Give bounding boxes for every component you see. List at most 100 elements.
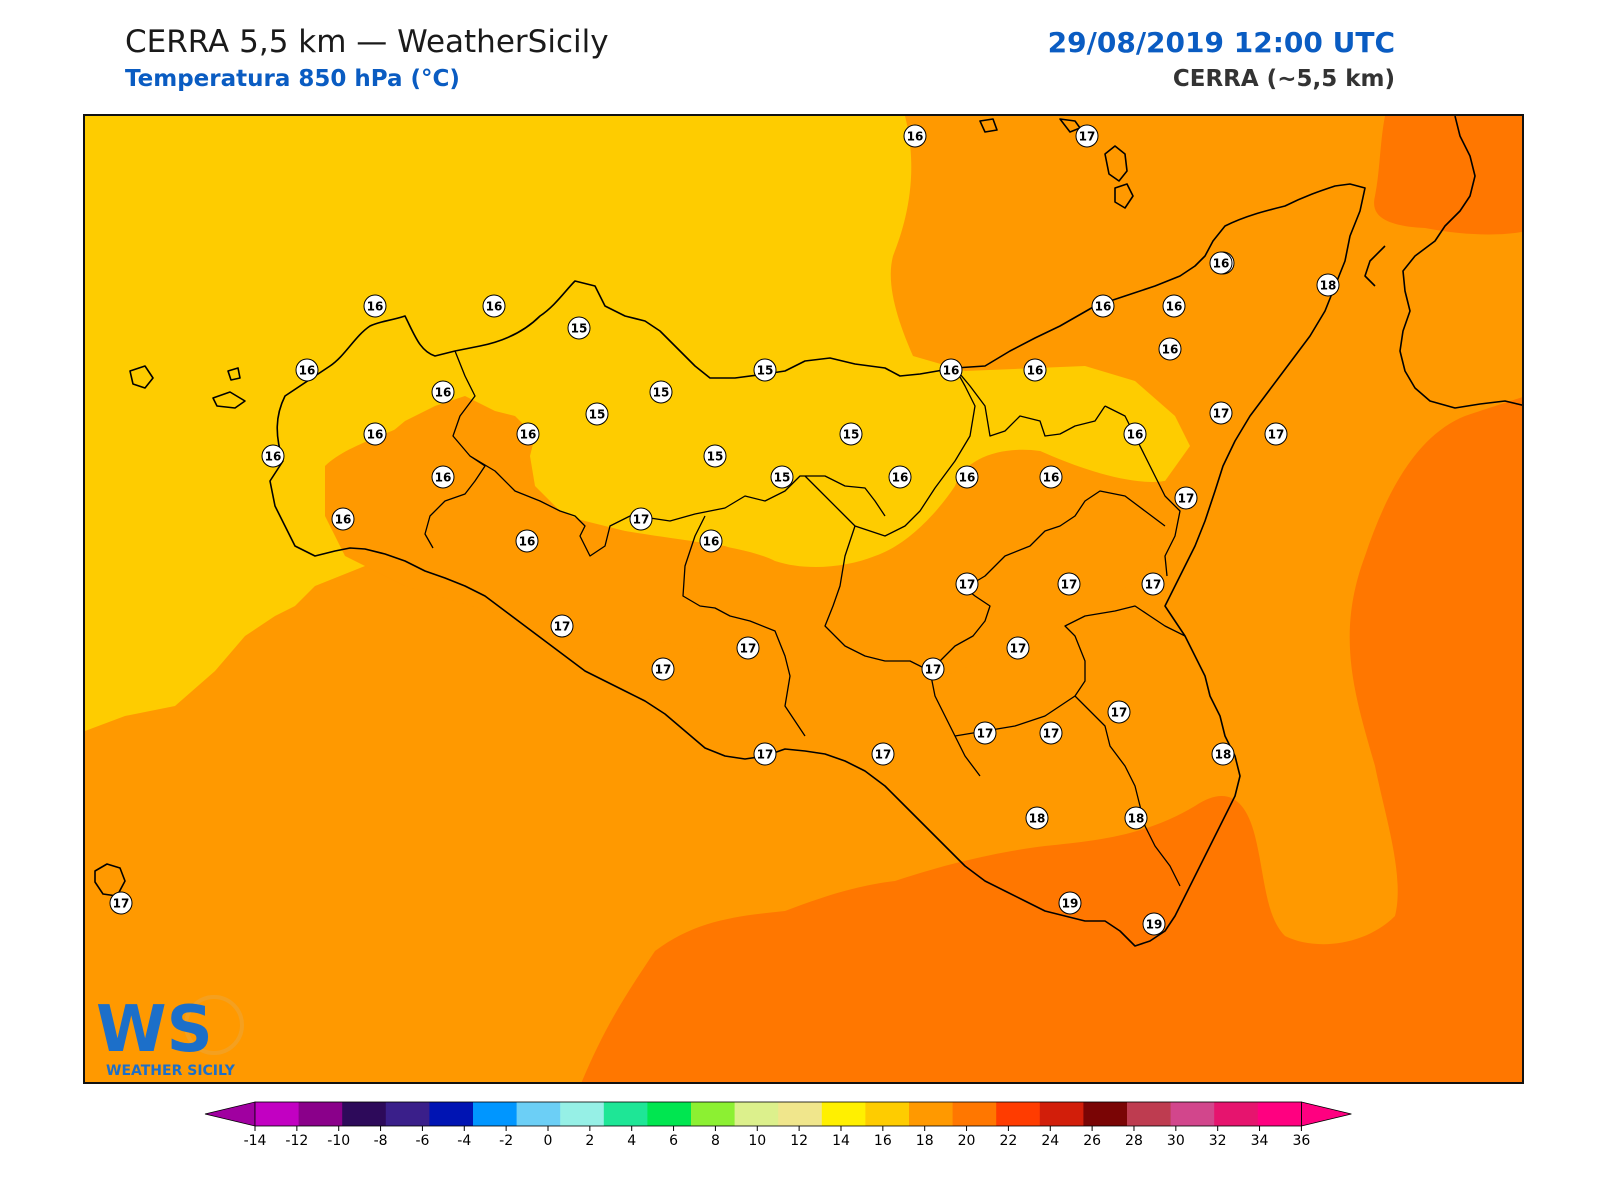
station-dot bbox=[431, 465, 455, 489]
station-temperature-label: 17 bbox=[1111, 706, 1128, 720]
station-marker: 16 bbox=[482, 294, 506, 318]
station-dot bbox=[1039, 465, 1063, 489]
station-dot bbox=[516, 422, 540, 446]
station-dot bbox=[888, 465, 912, 489]
station-temperature-label: 17 bbox=[554, 620, 571, 634]
station-dot bbox=[261, 444, 285, 468]
station-dot bbox=[1209, 251, 1233, 275]
colorbar-tick-label: 32 bbox=[1209, 1133, 1227, 1149]
station-marker: 17 bbox=[753, 742, 777, 766]
station-marker: 16 bbox=[1209, 251, 1233, 275]
station-marker: 16 bbox=[1023, 358, 1047, 382]
station-temperature-label: 15 bbox=[843, 428, 860, 442]
colorbar-segment bbox=[1039, 1102, 1084, 1126]
station-temperature-label: 15 bbox=[707, 450, 724, 464]
station-marker: 17 bbox=[1039, 721, 1063, 745]
station-marker: 16 bbox=[955, 465, 979, 489]
station-dot bbox=[903, 124, 927, 148]
colorbar-frame bbox=[254, 1101, 1302, 1127]
station-temperature-label: 16 bbox=[486, 300, 503, 314]
sicily-coastline bbox=[269, 183, 1366, 947]
station-dot bbox=[703, 444, 727, 468]
station-temperature-label: 16 bbox=[1166, 300, 1183, 314]
map-canvas: 16 17 16 16 15 16 16 16 15 15 15 16 16 16 16 16 17 18 16 16… bbox=[85, 116, 1522, 1082]
temperature-colorbar: -14 -12 -10 -8 -6 -4 -2 0 2 4 6 8 10 12 14 16 18 20 22 24 26… bbox=[200, 1100, 1400, 1164]
station-temperature-label: 15 bbox=[757, 364, 774, 378]
colorbar-tick-label: -8 bbox=[374, 1133, 388, 1149]
colorbar-tick-label: 22 bbox=[999, 1133, 1017, 1149]
station-marker: 16 bbox=[261, 444, 285, 468]
station-temperature-label: 17 bbox=[740, 642, 757, 656]
station-marker: 17 bbox=[973, 721, 997, 745]
station-temperature-label: 16 bbox=[892, 471, 909, 485]
station-marker: 17 bbox=[1006, 636, 1030, 660]
station-temperature-label: 15 bbox=[571, 322, 588, 336]
station-marker: 17 bbox=[1174, 486, 1198, 510]
colorbar-tick-label: 0 bbox=[544, 1133, 553, 1149]
station-dot bbox=[1316, 273, 1340, 297]
colorbar-segment bbox=[1127, 1102, 1172, 1126]
station-marker: 16 bbox=[363, 294, 387, 318]
station-dot bbox=[871, 742, 895, 766]
colorbar-segment bbox=[1214, 1102, 1259, 1126]
colorbar-tick-label: 16 bbox=[874, 1133, 892, 1149]
station-marker: 15 bbox=[703, 444, 727, 468]
station-marker: 15 bbox=[770, 465, 794, 489]
vulcano-island bbox=[1114, 183, 1134, 209]
station-dot bbox=[295, 358, 319, 382]
colorbar-segment bbox=[952, 1102, 997, 1126]
weather-sicily-logo: WS WEATHER SICILY bbox=[96, 985, 256, 1084]
colorbar-tick-label: -14 bbox=[244, 1133, 267, 1149]
border-enna-catania-south bbox=[964, 490, 1166, 589]
station-dot bbox=[736, 636, 760, 660]
station-dot bbox=[955, 572, 979, 596]
ustica-island bbox=[979, 118, 998, 133]
station-temperature-label: 16 bbox=[703, 535, 720, 549]
station-dot bbox=[955, 465, 979, 489]
station-temperature-label: 18 bbox=[1128, 812, 1145, 826]
station-marker: 17 bbox=[629, 507, 653, 531]
station-dot bbox=[363, 294, 387, 318]
station-temperature-label: 19 bbox=[1146, 918, 1163, 932]
border-caltanissetta-ragusa bbox=[929, 670, 981, 777]
colorbar-tick-label: -10 bbox=[327, 1133, 350, 1149]
station-marker: 15 bbox=[567, 316, 591, 340]
field-band-16-18-interior bbox=[325, 406, 1165, 676]
colorbar-segment bbox=[255, 1102, 300, 1126]
station-dot bbox=[1209, 401, 1233, 425]
station-dot bbox=[331, 507, 355, 531]
station-dot bbox=[1058, 891, 1082, 915]
station-temperature-label: 17 bbox=[1178, 492, 1195, 506]
station-dot bbox=[1123, 422, 1147, 446]
station-dot bbox=[482, 294, 506, 318]
station-temperature-label: 17 bbox=[1079, 130, 1096, 144]
station-marker: 19 bbox=[1058, 891, 1082, 915]
station-dot bbox=[649, 380, 673, 404]
station-marker: 16 bbox=[295, 358, 319, 382]
colorbar-tick-label: 14 bbox=[832, 1133, 850, 1149]
station-marker: 16 bbox=[431, 380, 455, 404]
station-marker: 16 bbox=[363, 422, 387, 446]
station-temperature-label: 18 bbox=[1320, 279, 1337, 293]
station-temperature-label: 18 bbox=[1029, 812, 1046, 826]
station-temperature-label: 16 bbox=[519, 535, 536, 549]
border-palermo-messina bbox=[954, 367, 1106, 437]
colorbar-overflow-arrow bbox=[1301, 1101, 1352, 1127]
colorbar-tick-label: 20 bbox=[958, 1133, 976, 1149]
station-temperature-label: 17 bbox=[925, 663, 942, 677]
station-dot bbox=[839, 422, 863, 446]
colorbar-segment bbox=[473, 1102, 518, 1126]
station-temperature-label: 16 bbox=[1095, 300, 1112, 314]
station-temperature-label: 16 bbox=[435, 471, 452, 485]
station-dot bbox=[431, 380, 455, 404]
lipari-island bbox=[1104, 145, 1128, 182]
station-marker: 17 bbox=[955, 572, 979, 596]
station-temperature-label: 17 bbox=[1145, 578, 1162, 592]
station-temperature-label: 16 bbox=[1213, 257, 1230, 271]
colorbar-tick-label: -2 bbox=[499, 1133, 513, 1149]
weather-sicily-logo-mark: WS WEATHER SICILY bbox=[96, 993, 244, 1079]
colorbar-segment bbox=[298, 1102, 343, 1126]
station-temperature-label: 16 bbox=[1043, 471, 1060, 485]
colorbar-tick-label: 28 bbox=[1125, 1133, 1143, 1149]
station-temperature-label: 15 bbox=[589, 408, 606, 422]
